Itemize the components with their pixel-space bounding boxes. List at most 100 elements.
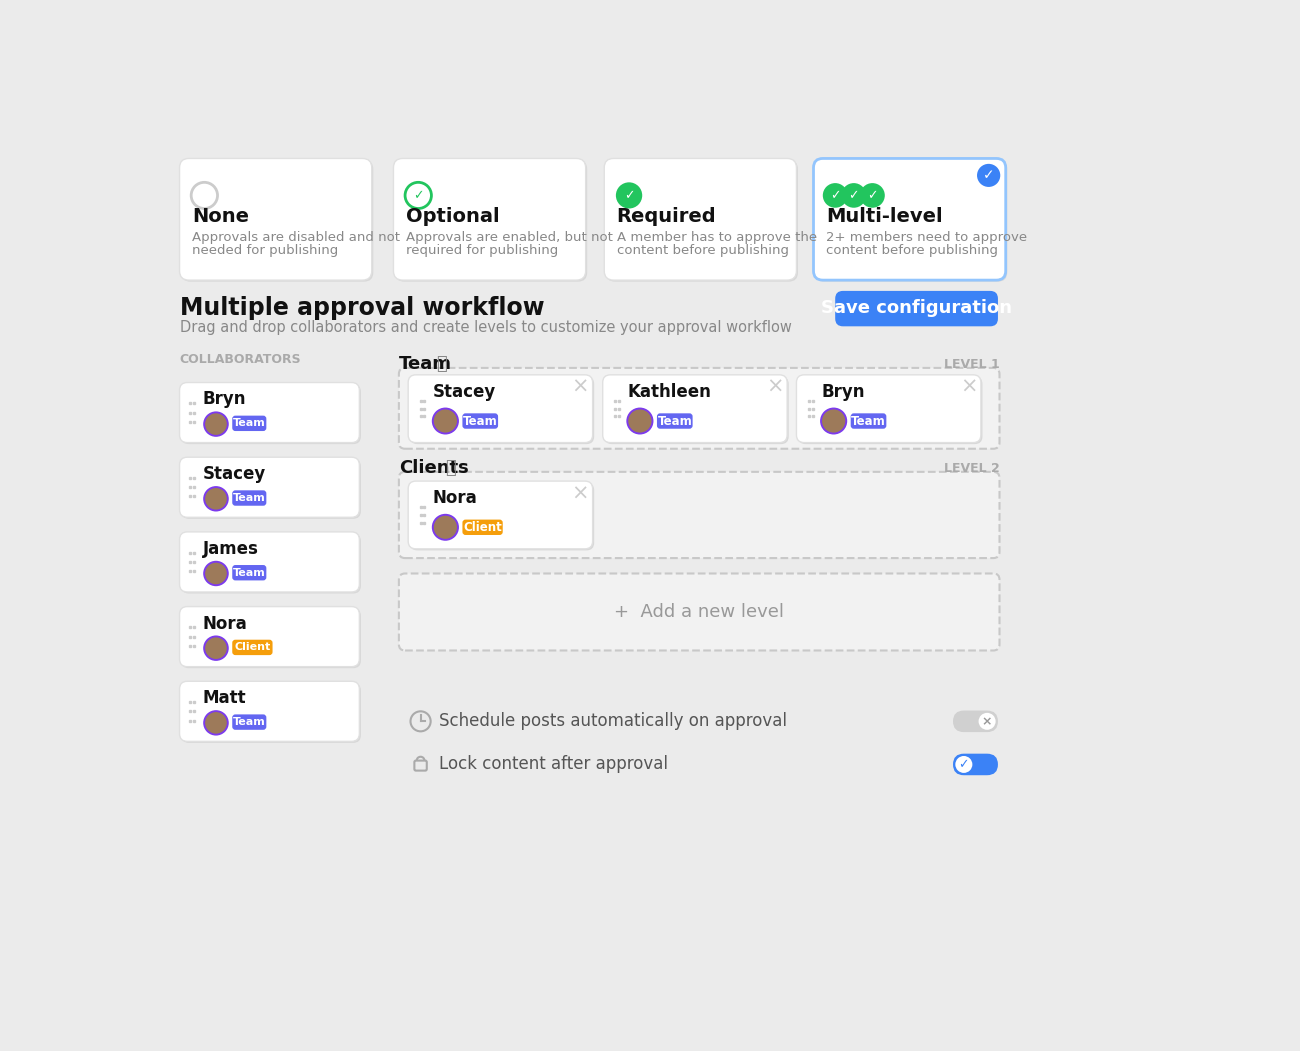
Circle shape	[205, 562, 226, 584]
FancyBboxPatch shape	[814, 159, 1006, 281]
Text: Client: Client	[234, 642, 270, 653]
Text: content before publishing: content before publishing	[616, 244, 789, 256]
FancyBboxPatch shape	[835, 291, 998, 326]
FancyBboxPatch shape	[395, 160, 588, 282]
Circle shape	[203, 487, 229, 512]
Text: ×: ×	[959, 377, 978, 397]
Text: Team: Team	[463, 414, 498, 428]
Text: Team: Team	[852, 414, 885, 428]
FancyBboxPatch shape	[408, 375, 593, 442]
Circle shape	[820, 408, 848, 434]
Text: Required: Required	[616, 207, 716, 226]
FancyBboxPatch shape	[181, 384, 361, 445]
Circle shape	[205, 713, 226, 734]
FancyBboxPatch shape	[181, 609, 361, 668]
Circle shape	[434, 410, 458, 433]
Circle shape	[432, 408, 459, 434]
FancyBboxPatch shape	[399, 472, 1000, 558]
FancyBboxPatch shape	[953, 754, 998, 776]
Text: ✓: ✓	[958, 758, 968, 771]
FancyBboxPatch shape	[233, 640, 273, 655]
Text: Team: Team	[233, 717, 265, 727]
Text: Schedule posts automatically on approval: Schedule posts automatically on approval	[439, 713, 788, 730]
FancyBboxPatch shape	[179, 159, 372, 281]
Text: Save configuration: Save configuration	[822, 298, 1013, 316]
FancyBboxPatch shape	[181, 160, 373, 282]
Text: ×: ×	[982, 715, 992, 728]
Text: Bryn: Bryn	[822, 383, 865, 400]
Text: Stacey: Stacey	[203, 466, 266, 483]
Text: content before publishing: content before publishing	[826, 244, 998, 256]
Text: LEVEL 2: LEVEL 2	[944, 461, 1000, 474]
Text: Bryn: Bryn	[203, 391, 246, 409]
Text: Team: Team	[399, 355, 452, 373]
Circle shape	[432, 514, 459, 541]
FancyBboxPatch shape	[953, 710, 998, 733]
Text: ✓: ✓	[624, 189, 634, 202]
Text: Team: Team	[658, 414, 692, 428]
FancyBboxPatch shape	[179, 606, 359, 666]
Text: ×: ×	[572, 377, 589, 397]
Circle shape	[841, 183, 866, 208]
Text: James: James	[203, 540, 259, 558]
Circle shape	[203, 710, 229, 736]
Text: Team: Team	[233, 568, 265, 578]
Circle shape	[861, 183, 885, 208]
FancyBboxPatch shape	[797, 375, 982, 442]
Text: COLLABORATORS: COLLABORATORS	[179, 353, 302, 366]
FancyBboxPatch shape	[179, 681, 359, 741]
Text: Nora: Nora	[203, 615, 247, 633]
FancyBboxPatch shape	[463, 519, 503, 535]
Circle shape	[627, 408, 654, 434]
Circle shape	[203, 411, 229, 437]
Text: ✓: ✓	[867, 189, 878, 202]
FancyBboxPatch shape	[604, 376, 789, 445]
Circle shape	[956, 756, 972, 772]
Text: 2+ members need to approve: 2+ members need to approve	[826, 230, 1027, 244]
FancyBboxPatch shape	[181, 683, 361, 743]
Circle shape	[979, 713, 996, 729]
Text: Approvals are enabled, but not: Approvals are enabled, but not	[406, 230, 612, 244]
Text: Client: Client	[463, 521, 502, 534]
Text: Multi-level: Multi-level	[826, 207, 942, 226]
FancyBboxPatch shape	[181, 458, 361, 519]
FancyBboxPatch shape	[179, 457, 359, 517]
Circle shape	[434, 516, 458, 539]
FancyBboxPatch shape	[399, 574, 1000, 651]
Text: Approvals are disabled and not: Approvals are disabled and not	[192, 230, 400, 244]
FancyBboxPatch shape	[233, 565, 266, 580]
Text: Lock content after approval: Lock content after approval	[439, 756, 668, 774]
Circle shape	[205, 413, 226, 435]
FancyBboxPatch shape	[815, 160, 1008, 282]
FancyBboxPatch shape	[233, 491, 266, 506]
Circle shape	[205, 637, 226, 659]
Text: needed for publishing: needed for publishing	[192, 244, 338, 256]
Circle shape	[616, 182, 642, 208]
Text: ✓: ✓	[829, 189, 841, 202]
FancyBboxPatch shape	[233, 415, 266, 431]
Circle shape	[203, 561, 229, 586]
Text: required for publishing: required for publishing	[406, 244, 558, 256]
Text: Team: Team	[233, 493, 265, 503]
FancyBboxPatch shape	[410, 376, 594, 445]
Circle shape	[823, 183, 848, 208]
FancyBboxPatch shape	[410, 482, 594, 551]
FancyBboxPatch shape	[798, 376, 983, 445]
FancyBboxPatch shape	[179, 383, 359, 442]
Text: ⧉: ⧉	[446, 459, 456, 477]
Text: LEVEL 1: LEVEL 1	[944, 357, 1000, 371]
FancyBboxPatch shape	[603, 375, 786, 442]
Text: Multiple approval workflow: Multiple approval workflow	[179, 295, 545, 320]
Text: ✓: ✓	[983, 168, 994, 183]
FancyBboxPatch shape	[233, 715, 266, 729]
FancyBboxPatch shape	[463, 413, 498, 429]
Circle shape	[978, 164, 1000, 187]
FancyBboxPatch shape	[399, 368, 1000, 449]
Text: ✓: ✓	[849, 189, 859, 202]
Text: ✓: ✓	[413, 189, 424, 202]
Text: None: None	[192, 207, 250, 226]
FancyBboxPatch shape	[606, 160, 798, 282]
Text: Stacey: Stacey	[433, 383, 497, 400]
Circle shape	[203, 636, 229, 661]
Text: Matt: Matt	[203, 689, 247, 707]
